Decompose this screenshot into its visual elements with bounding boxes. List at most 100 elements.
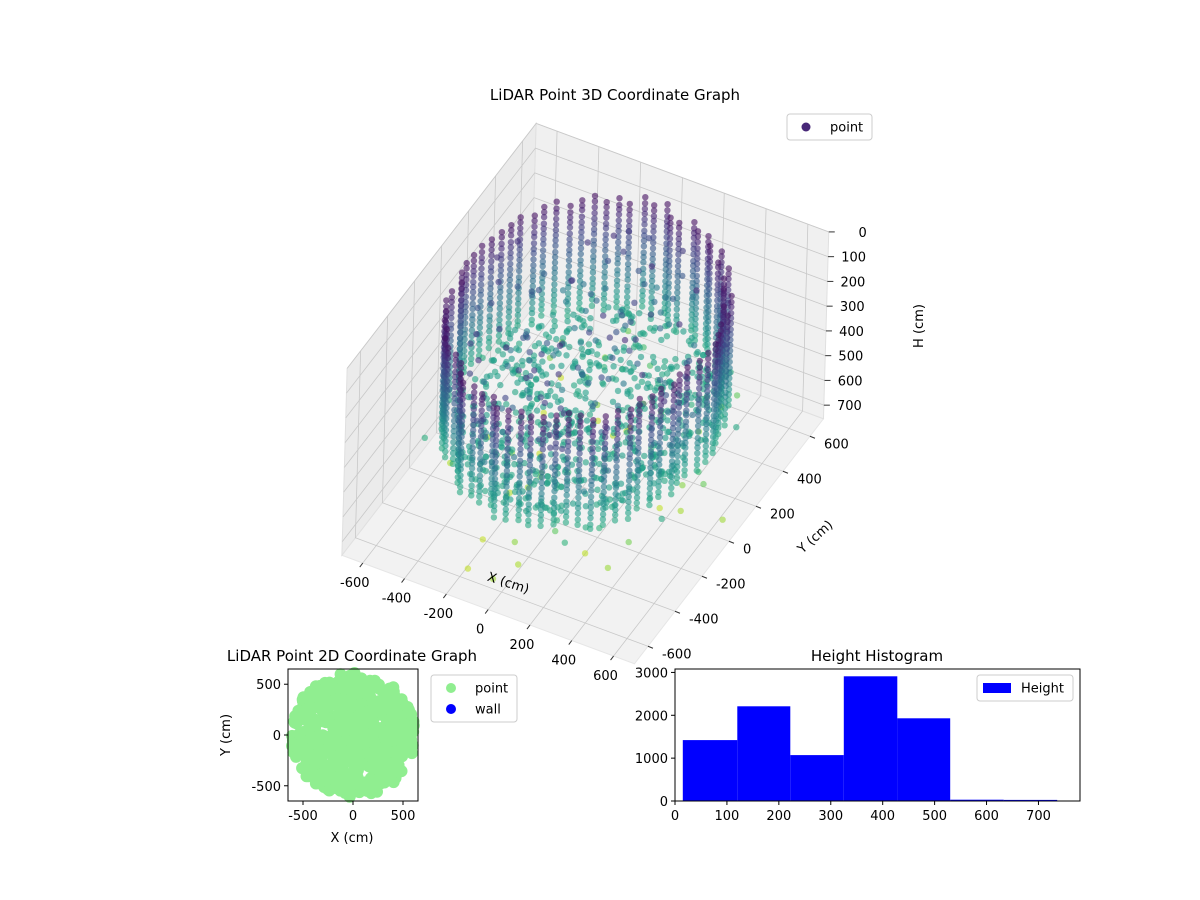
chart-3d-point	[600, 301, 607, 308]
chart-histogram: Height Histogram 0 100 200 300 400 500 600 7000…	[635, 647, 1081, 824]
chart-3d-point	[674, 278, 681, 286]
chart-3d-point	[506, 335, 514, 342]
chart-3d-point	[539, 458, 546, 465]
chart-3d-point	[584, 239, 591, 246]
chart-3d-point	[668, 491, 675, 498]
chart-3d-point	[525, 511, 532, 518]
chart-3d-point	[529, 272, 537, 280]
chart-3d-point	[577, 257, 584, 264]
chart-3d-point	[566, 251, 573, 258]
chart-3d-point	[469, 300, 476, 307]
chart-3d-point	[690, 251, 697, 258]
chart-3d-point	[587, 315, 594, 322]
histogram-legend-swatch	[983, 683, 1011, 693]
chart-3d-point	[439, 406, 447, 413]
chart-2d-point	[305, 730, 318, 743]
chart-3d-point	[458, 418, 466, 425]
chart-3d-x-tick	[401, 578, 405, 583]
chart-3d-point	[479, 390, 486, 398]
chart-3d-point	[472, 376, 479, 383]
chart-3d-point	[567, 209, 574, 216]
chart-3d-point	[712, 346, 719, 353]
chart-3d-point	[468, 471, 476, 478]
chart-3d-point	[624, 283, 631, 290]
chart-3d-point	[624, 276, 631, 283]
chart-3d-point	[468, 321, 476, 329]
histogram-x-tick-label: 600	[974, 809, 999, 824]
chart-3d-point	[468, 476, 475, 483]
chart-3d-point	[602, 224, 610, 232]
chart-3d-point	[543, 339, 551, 347]
chart-3d-point	[582, 307, 589, 315]
chart-3d-point	[514, 238, 521, 245]
chart-3d-point	[689, 272, 697, 280]
chart-2d-point	[382, 745, 395, 758]
chart-3d-point	[650, 228, 657, 235]
chart-3d-point	[681, 451, 689, 458]
chart-3d-point	[546, 402, 554, 409]
chart-3d-point	[459, 412, 466, 419]
chart-3d-point	[591, 192, 599, 200]
chart-3d-point	[529, 283, 536, 290]
chart-2d-point	[314, 768, 327, 781]
chart-3d-x-tick	[442, 593, 447, 599]
chart-3d-point	[545, 421, 552, 428]
chart-3d-point	[577, 418, 584, 425]
chart-2d-point	[319, 730, 332, 743]
chart-3d-point	[528, 310, 536, 317]
chart-3d-point	[476, 472, 484, 479]
chart-3d-point	[645, 235, 653, 242]
chart-3d-point	[515, 367, 522, 374]
chart-3d-point	[507, 244, 514, 251]
chart-3d-point	[505, 308, 513, 315]
chart-3d-point	[625, 498, 632, 506]
chart-3d-point	[458, 445, 465, 452]
chart-3d-legend-label: point	[830, 121, 863, 136]
chart-3d-point	[555, 371, 562, 378]
chart-3d-point	[468, 465, 476, 472]
chart-3d-point	[679, 272, 686, 280]
chart-3d-point	[552, 248, 559, 256]
chart-2d-point	[393, 765, 406, 778]
chart-3d-point	[476, 477, 483, 484]
chart-3d-point	[613, 304, 620, 311]
chart-3d-point	[538, 474, 546, 481]
chart-3d-point	[538, 306, 545, 313]
chart-3d-point	[539, 253, 547, 260]
chart-3d-point	[596, 460, 603, 468]
chart-3d-point	[705, 285, 713, 292]
chart-3d-point	[496, 300, 504, 307]
chart-3d-point	[688, 311, 695, 318]
chart-2d-point	[372, 695, 385, 708]
chart-3d-point	[528, 413, 535, 420]
chart-3d-point	[646, 490, 653, 497]
chart-3d-point	[443, 326, 451, 333]
chart-3d-point	[715, 259, 722, 266]
chart-3d-point	[524, 387, 531, 394]
chart-3d-point	[691, 342, 698, 349]
chart-3d-point	[511, 461, 518, 468]
chart-3d-point	[537, 512, 545, 519]
chart-2d-point	[323, 767, 336, 779]
chart-3d-legend: point	[786, 113, 873, 141]
chart-3d-point	[457, 322, 464, 330]
chart-3d-point	[539, 263, 546, 270]
chart-3d-point	[458, 285, 465, 292]
chart-3d-point	[589, 432, 596, 440]
chart-3d-y-tick-label: -200	[716, 577, 746, 592]
chart-3d-point	[667, 225, 674, 232]
chart-3d-point	[476, 488, 483, 495]
chart-2d-point	[344, 786, 357, 799]
chart-3d-point	[614, 250, 622, 257]
chart-3d-point	[611, 345, 618, 352]
chart-3d-point	[658, 390, 665, 397]
chart-3d-point	[670, 420, 677, 427]
chart-3d-point	[599, 516, 607, 523]
chart-3d-point	[564, 471, 571, 478]
chart-3d-point	[553, 198, 560, 205]
chart-3d-point	[543, 392, 550, 400]
chart-3d-point	[508, 227, 515, 234]
chart-3d-point	[711, 368, 719, 375]
chart-3d-point	[480, 378, 488, 385]
chart-3d-point	[516, 468, 524, 475]
